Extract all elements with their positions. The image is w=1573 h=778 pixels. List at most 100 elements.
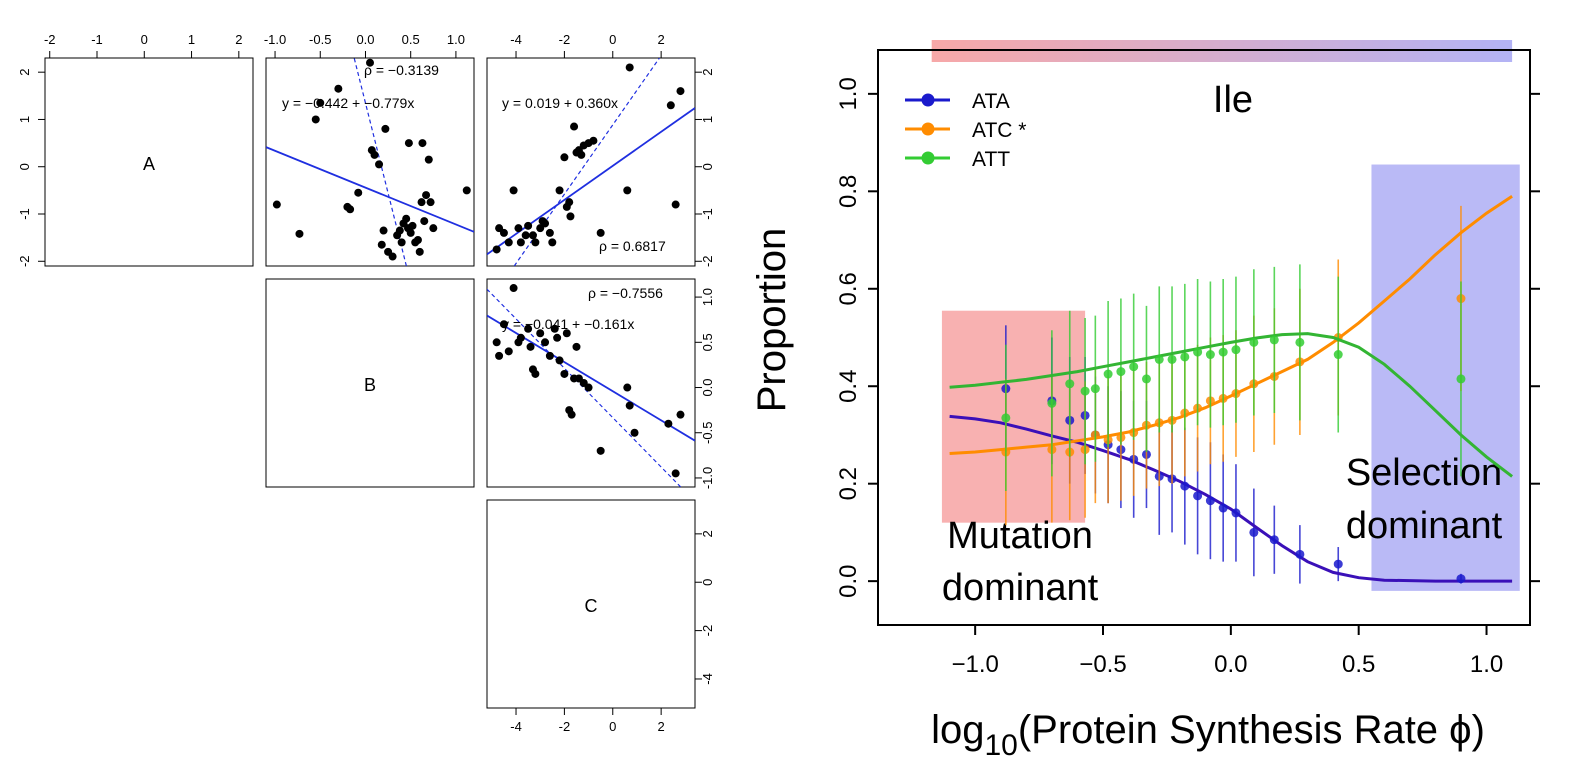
scatter-point-ac: [623, 186, 632, 195]
data-point: [1103, 369, 1113, 379]
top-tick-label-c: 2: [658, 32, 665, 47]
right-tick-label-a: 2: [700, 69, 715, 76]
scatter-point-ac: [514, 224, 523, 233]
x-axis-label-log: log: [931, 708, 984, 752]
scatter-point-ab: [418, 139, 427, 148]
bottom-tick-label-c: -4: [510, 719, 522, 734]
scatter-point-bc: [562, 329, 571, 338]
top-tick-label-a: -1: [91, 32, 103, 47]
data-point: [1180, 352, 1190, 362]
chart-title: Ile: [1213, 79, 1253, 121]
scatter-point-ac: [492, 245, 501, 254]
panel-bc: [486, 278, 696, 488]
data-point: [1047, 398, 1057, 408]
scatter-point-ac: [504, 238, 513, 247]
scatter-point-ac: [666, 101, 675, 110]
x-axis-label-rest: (Protein Synthesis Rate ϕ): [1018, 708, 1485, 752]
diag-label-c: C: [585, 596, 598, 616]
scatter-point-ab: [381, 124, 390, 133]
data-point: [1193, 491, 1203, 501]
scatter-point-bc: [499, 320, 508, 329]
scatter-point-ab: [354, 188, 363, 197]
bottom-tick-label-c: 0: [609, 719, 616, 734]
scatter-point-ab: [415, 247, 424, 256]
mutation-label-2: dominant: [942, 567, 1099, 609]
scatter-point-ab: [388, 252, 397, 261]
scatter-point-ab: [395, 226, 404, 235]
left-tick-label-a: -2: [17, 255, 32, 267]
right-tick-label-b: 1.0: [700, 288, 715, 306]
scatter-point-ab: [426, 198, 435, 207]
top-tick-label-a: 0: [141, 32, 148, 47]
mutation-label-1: Mutation: [947, 515, 1093, 557]
scatter-point-bc: [630, 428, 639, 437]
series-curve: [949, 194, 1513, 455]
y-axis-label: Proportion: [750, 228, 794, 413]
x-axis-label-sub: 10: [984, 729, 1017, 762]
scatter-point-ac: [524, 221, 533, 230]
scatter-point-bc: [596, 446, 605, 455]
scatter-point-bc: [524, 324, 533, 333]
top-tick-label-c: 0: [609, 32, 616, 47]
left-tick-label-a: 1: [17, 116, 32, 123]
x-tick-label: −1.0: [951, 651, 998, 678]
diag-label-b: B: [364, 375, 376, 395]
scatter-point-ac: [555, 186, 564, 195]
scatter-point-ab: [272, 200, 281, 209]
legend-marker: [921, 151, 935, 165]
data-point: [1141, 374, 1151, 384]
diag-label-a: A: [143, 154, 155, 174]
data-point: [1129, 362, 1139, 372]
right-tick-label-a: -2: [700, 255, 715, 267]
scatter-point-ab: [462, 186, 471, 195]
data-point: [1180, 481, 1190, 491]
series-curve: [949, 414, 1513, 583]
rho-ac: ρ = 0.6817: [599, 238, 666, 254]
scatter-point-bc: [555, 356, 564, 365]
panel-cc: [486, 499, 696, 709]
scatter-point-ab: [316, 98, 325, 107]
scatter-point-bc: [526, 342, 535, 351]
selection-label-1: Selection: [1346, 452, 1502, 494]
scatter-point-ac: [528, 231, 537, 240]
scatter-point-ab: [397, 238, 406, 247]
data-point: [1333, 559, 1343, 569]
y-tick-label: 0.0: [835, 564, 862, 597]
y-tick-label: 0.8: [835, 175, 862, 208]
scatter-point-bc: [567, 410, 576, 419]
data-point: [1456, 574, 1466, 584]
equation-ab: y = −0.442 + −0.779x: [282, 95, 414, 111]
x-tick-label: 0.0: [1214, 651, 1247, 678]
selection-label-2: dominant: [1346, 505, 1503, 547]
legend: ATA ATC * ATT: [905, 90, 1026, 171]
scatter-point-ab: [417, 198, 426, 207]
scatter-point-ab: [295, 229, 304, 238]
scatter-point-bc: [550, 324, 559, 333]
scatter-point-ac: [541, 219, 550, 228]
scatter-point-bc: [623, 383, 632, 392]
scatter-point-bc: [545, 351, 554, 360]
data-point: [1249, 527, 1259, 537]
plot-frame: [877, 49, 1531, 626]
top-tick-label-a: 2: [235, 32, 242, 47]
scatter-point-ab: [413, 236, 422, 244]
right-tick-label-c: -4: [700, 673, 715, 685]
x-axis-label: log10(Protein Synthesis Rate ϕ): [931, 708, 1485, 762]
scatter-point-ab: [422, 191, 431, 200]
legend-label: ATA: [972, 90, 1010, 113]
scatter-point-bc: [671, 469, 680, 478]
scatter-point-ab: [370, 150, 379, 159]
scatter-point-ab: [408, 221, 417, 230]
data-point: [1080, 386, 1090, 396]
scatter-point-ac: [676, 87, 685, 96]
scatter-point-bc: [541, 338, 550, 347]
right-tick-label-a: 1: [700, 116, 715, 123]
right-tick-label-c: 2: [700, 530, 715, 537]
legend-label: ATC *: [972, 119, 1026, 142]
bottom-tick-label-c: -2: [559, 719, 571, 734]
y-tick-label: 0.4: [835, 370, 862, 403]
scatter-point-bc: [572, 342, 581, 351]
scatter-point-ab: [311, 115, 320, 124]
scatter-point-ab: [346, 205, 355, 214]
scatter-point-ac: [516, 238, 525, 247]
